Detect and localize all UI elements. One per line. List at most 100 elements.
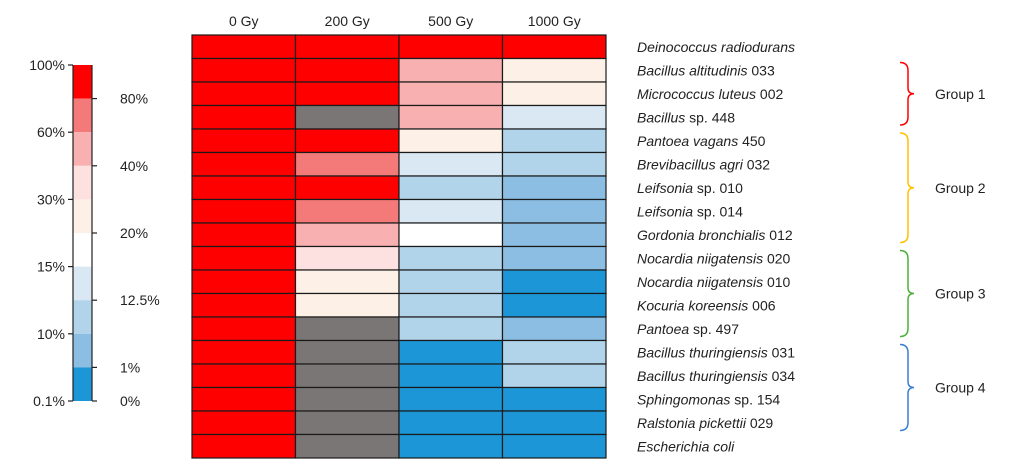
heatmap-cell xyxy=(191,57,297,83)
legend-swatch xyxy=(73,266,92,301)
heatmap-cell xyxy=(398,339,504,365)
heatmap-cell xyxy=(191,410,297,436)
row-label: Pantoea sp. 497 xyxy=(637,321,739,337)
heatmap-cell xyxy=(398,198,504,224)
heatmap-cell xyxy=(191,222,297,248)
column-headers: 0 Gy 200 Gy 500 Gy 1000 Gy xyxy=(229,13,581,29)
heatmap-cell xyxy=(398,151,504,177)
group-bracket xyxy=(899,249,915,338)
heatmap-cell xyxy=(501,104,607,130)
legend-swatch xyxy=(73,300,92,334)
legend-swatch xyxy=(73,199,92,233)
heatmap-cell xyxy=(191,245,297,271)
heatmap-cell xyxy=(294,198,400,224)
heatmap-cell xyxy=(191,386,297,412)
heatmap-cell xyxy=(294,316,400,342)
row-label: Sphingomonas sp. 154 xyxy=(637,391,780,407)
legend-tick-label: 1% xyxy=(120,359,140,375)
heatmap-cell xyxy=(191,104,297,130)
row-label: Leifsonia sp. 014 xyxy=(637,203,743,219)
heatmap-cell xyxy=(191,339,297,365)
column-header: 1000 Gy xyxy=(528,13,581,29)
heatmap-cell xyxy=(398,57,504,83)
heatmap-cell xyxy=(294,386,400,412)
heatmap-cell xyxy=(398,34,504,60)
heatmap-cell xyxy=(294,175,400,201)
legend-swatch xyxy=(73,132,92,166)
row-label: Kocuria koreensis 006 xyxy=(637,297,776,313)
heatmap-cell xyxy=(501,410,607,436)
legend-tick-label: 0.1% xyxy=(33,393,65,409)
heatmap-cell xyxy=(398,433,504,459)
heatmap-cell xyxy=(191,269,297,295)
legend-tick-label: 15% xyxy=(37,259,65,275)
heatmap-cell xyxy=(501,175,607,201)
row-labels: Deinococcus radiodurans Bacillus altitudi… xyxy=(637,39,795,455)
row-label: Bacillus thuringiensis 031 xyxy=(637,344,795,360)
heatmap-cells xyxy=(191,34,607,459)
column-header: 200 Gy xyxy=(325,13,370,29)
heatmap-cell xyxy=(398,175,504,201)
heatmap-cell xyxy=(501,34,607,60)
legend-tick-label: 10% xyxy=(37,326,65,342)
heatmap-cell xyxy=(398,245,504,271)
heatmap-cell xyxy=(501,245,607,271)
heatmap-cell xyxy=(191,128,297,154)
legend-swatch xyxy=(73,233,92,267)
heatmap-cell xyxy=(294,269,400,295)
heatmap-cell xyxy=(398,269,504,295)
heatmap-cell xyxy=(501,433,607,459)
row-label: Pantoea vagans 450 xyxy=(637,133,766,149)
legend-swatch xyxy=(73,165,92,200)
heatmap-cell xyxy=(191,81,297,107)
heatmap-cell xyxy=(191,151,297,177)
group-label: Group 2 xyxy=(935,180,986,196)
heatmap-cell xyxy=(398,292,504,318)
legend-tick-label: 40% xyxy=(120,158,148,174)
legend-swatch xyxy=(73,367,92,401)
group-label: Group 3 xyxy=(935,286,986,302)
row-label: Bacillus altitudinis 033 xyxy=(637,62,775,78)
heatmap-cell xyxy=(501,363,607,389)
heatmap-cell xyxy=(191,198,297,224)
heatmap-cell xyxy=(501,151,607,177)
legend-tick-label: 100% xyxy=(29,57,65,73)
group-bracket xyxy=(899,61,915,126)
heatmap-cell xyxy=(294,410,400,436)
heatmap-cell xyxy=(294,222,400,248)
legend-tick-label: 60% xyxy=(37,124,65,140)
heatmap-cell xyxy=(191,292,297,318)
row-label: Bacillus thuringiensis 034 xyxy=(637,368,795,384)
heatmap-cell xyxy=(294,34,400,60)
legend-swatch xyxy=(73,98,92,133)
legend-tick-label: 12.5% xyxy=(120,292,160,308)
heatmap-cell xyxy=(191,433,297,459)
legend-tick-label: 80% xyxy=(120,91,148,107)
heatmap-cell xyxy=(501,316,607,342)
heatmap-cell xyxy=(191,316,297,342)
group-bracket xyxy=(899,343,915,432)
heatmap-cell xyxy=(501,198,607,224)
heatmap-cell xyxy=(294,363,400,389)
heatmap-cell xyxy=(294,128,400,154)
group-bracket xyxy=(899,132,915,244)
heatmap-cell xyxy=(294,339,400,365)
heatmap-cell xyxy=(501,269,607,295)
heatmap-cell xyxy=(191,175,297,201)
heatmap-cell xyxy=(398,410,504,436)
heatmap-cell xyxy=(398,104,504,130)
heatmap-cell xyxy=(501,128,607,154)
color-legend: 100% 60% 30% 15% 10% 0.1% 80% 40% 20% 12.5% 1% 0% xyxy=(29,57,160,409)
group-label: Group 4 xyxy=(935,380,986,396)
heatmap-cell xyxy=(294,81,400,107)
row-label: Bacillus sp. 448 xyxy=(637,109,735,125)
heatmap-cell xyxy=(398,363,504,389)
legend-swatch xyxy=(73,333,92,368)
row-label: Nocardia niigatensis 010 xyxy=(637,274,791,290)
heatmap-cell xyxy=(398,386,504,412)
legend-swatch xyxy=(73,65,92,99)
heatmap-cell xyxy=(501,292,607,318)
heatmap-cell xyxy=(294,57,400,83)
legend-tick-label: 20% xyxy=(120,225,148,241)
